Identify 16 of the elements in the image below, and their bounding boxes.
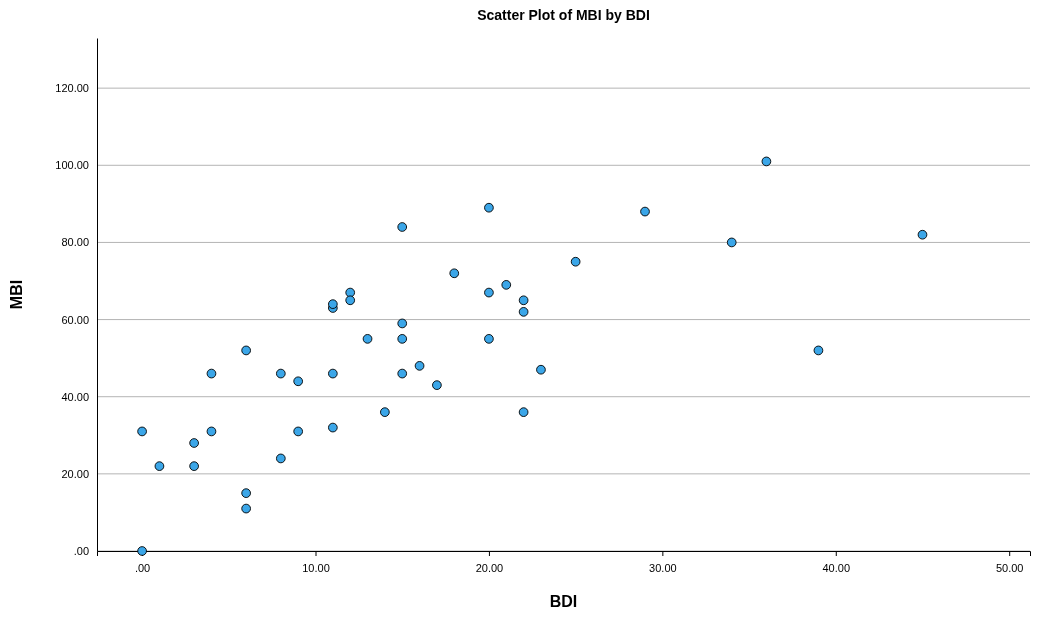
y-tick-label: 20.00 <box>61 467 89 480</box>
y-tick-label: 60.00 <box>61 313 89 326</box>
x-tick-label: 40.00 <box>822 562 851 575</box>
y-tick-label: 120.00 <box>55 82 89 95</box>
x-tick-label: .00 <box>134 562 151 575</box>
y-tick-label: .00 <box>73 545 89 558</box>
x-tick-label: 20.00 <box>475 562 504 575</box>
x-axis-title: BDI <box>549 593 578 610</box>
y-tick-label: 40.00 <box>61 390 89 403</box>
chart-title: Scatter Plot of MBI by BDI <box>477 7 650 23</box>
y-tick-label: 80.00 <box>61 236 89 249</box>
y-tick-label: 100.00 <box>55 159 89 172</box>
x-tick-label: 30.00 <box>649 562 677 575</box>
x-tick-label: 50.00 <box>995 562 1024 575</box>
x-tick-label: 10.00 <box>302 562 330 575</box>
y-axis-title: MBI <box>8 279 25 310</box>
